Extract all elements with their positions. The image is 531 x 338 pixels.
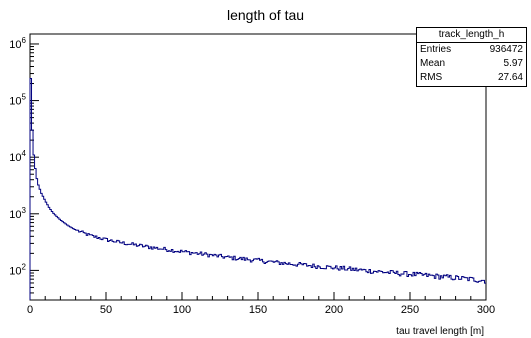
stats-label-entries: Entries	[420, 44, 452, 55]
x-tick-label: 150	[249, 304, 267, 316]
stats-row-rms: RMS 27.64	[417, 71, 526, 85]
x-tick-label: 0	[27, 304, 33, 316]
y-tick-label: 106	[9, 36, 26, 51]
stats-label-rms: RMS	[420, 72, 443, 83]
series-layer	[29, 78, 486, 300]
stats-row-mean: Mean 5.97	[417, 57, 526, 71]
y-tick-label: 105	[9, 93, 26, 108]
chart-title: length of tau	[227, 7, 304, 23]
x-axis-label: tau travel length [m]	[396, 326, 484, 337]
stats-title: track_length_h	[417, 28, 526, 43]
y-tick-label: 103	[9, 206, 26, 221]
series-line-0	[29, 78, 486, 300]
x-tick-label: 200	[325, 304, 343, 316]
x-tick-label: 250	[401, 304, 419, 316]
stats-value-rms: 27.64	[497, 72, 523, 83]
stats-value-mean: 5.97	[503, 58, 523, 69]
x-axis: 0 50 100 150 200 250 300	[27, 292, 495, 316]
y-axis: 102 103 104 105 106	[9, 36, 39, 301]
y-tick-label: 104	[9, 149, 26, 164]
x-tick-label: 300	[477, 304, 495, 316]
stats-row-entries: Entries 936472	[417, 43, 526, 57]
stats-label-mean: Mean	[420, 58, 446, 69]
stats-box: track_length_h Entries 936472 Mean 5.97 …	[416, 27, 527, 87]
y-tick-label: 102	[9, 262, 26, 277]
x-tick-label: 100	[173, 304, 191, 316]
x-tick-label: 50	[100, 304, 112, 316]
stats-value-entries: 936472	[489, 44, 523, 55]
